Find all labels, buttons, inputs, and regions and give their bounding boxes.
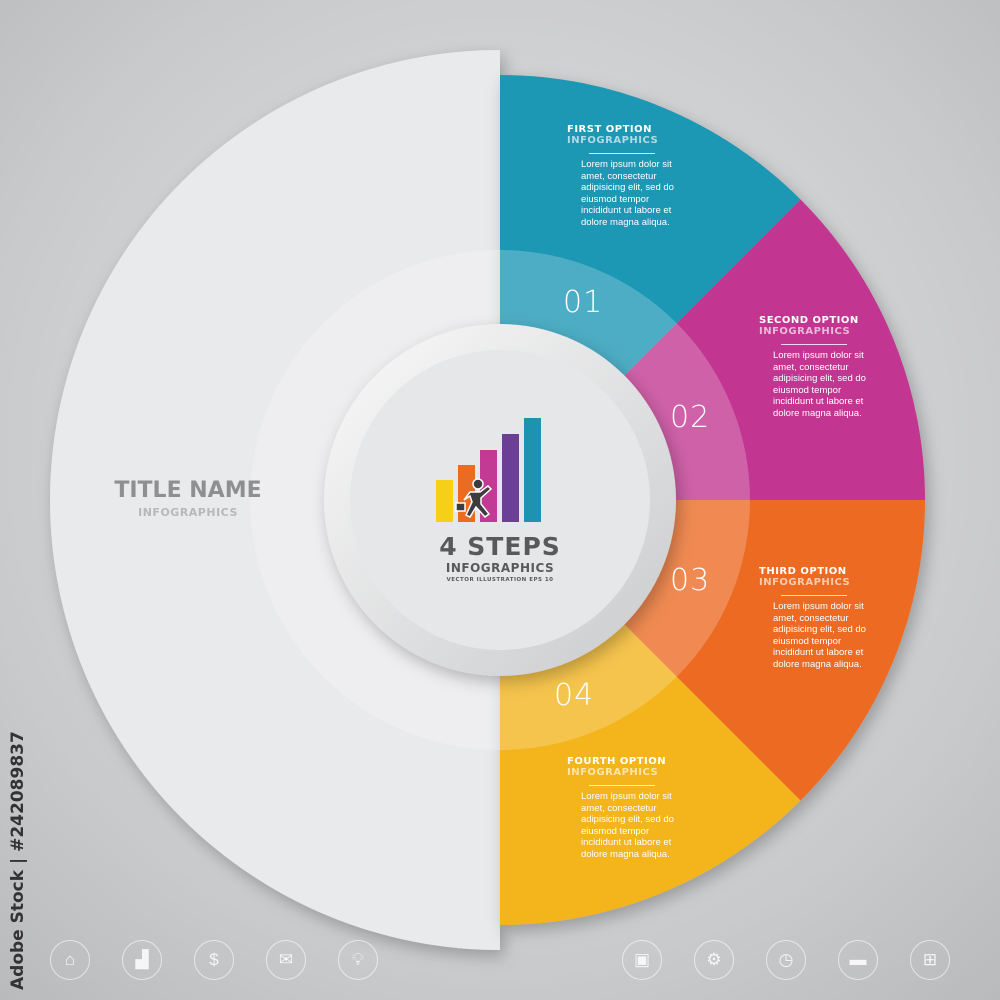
option-subtitle: INFOGRAPHICS bbox=[759, 326, 851, 337]
bar-4 bbox=[502, 434, 519, 522]
title-half-disc bbox=[50, 50, 500, 950]
chat-icon: ▬ bbox=[838, 940, 878, 980]
option-fourth: FOURTH OPTION INFOGRAPHICS Lorem ipsum d… bbox=[567, 756, 727, 861]
step-number-02: 02 bbox=[670, 400, 711, 435]
bar-5 bbox=[524, 418, 541, 522]
center-caption: VECTOR ILLUSTRATION EPS 10 bbox=[446, 577, 554, 583]
divider bbox=[781, 595, 847, 596]
option-third: THIRD OPTION INFOGRAPHICS Lorem ipsum do… bbox=[759, 566, 919, 671]
step-number-01: 01 bbox=[563, 285, 604, 320]
option-subtitle: INFOGRAPHICS bbox=[759, 577, 851, 588]
hierarchy-icon: ⊞ bbox=[910, 940, 950, 980]
gears-icon: ⚙ bbox=[694, 940, 734, 980]
home-icon: ⌂ bbox=[50, 940, 90, 980]
option-title: THIRD OPTION bbox=[759, 566, 847, 577]
step-number-03: 03 bbox=[670, 563, 711, 598]
divider bbox=[589, 153, 655, 154]
divider bbox=[781, 344, 847, 345]
option-first: FIRST OPTION INFOGRAPHICS Lorem ipsum do… bbox=[567, 124, 727, 229]
lightbulb-icon: 💡︎ bbox=[338, 940, 378, 980]
mail-icon: ✉ bbox=[266, 940, 306, 980]
divider bbox=[589, 785, 655, 786]
option-subtitle: INFOGRAPHICS bbox=[567, 767, 659, 778]
money-hand-icon: $ bbox=[194, 940, 234, 980]
title-subtitle: INFOGRAPHICS bbox=[138, 506, 238, 519]
running-businessman-icon bbox=[455, 478, 493, 519]
option-body: Lorem ipsum dolor sit amet, consectetur … bbox=[773, 601, 866, 670]
watermark: Adobe Stock | #242089837 bbox=[8, 731, 28, 990]
option-second: SECOND OPTION INFOGRAPHICS Lorem ipsum d… bbox=[759, 315, 919, 420]
option-subtitle: INFOGRAPHICS bbox=[567, 135, 659, 146]
option-body: Lorem ipsum dolor sit amet, consectetur … bbox=[581, 791, 674, 860]
option-title: FOURTH OPTION bbox=[567, 756, 667, 767]
title-name: TITLE NAME bbox=[114, 478, 262, 503]
step-number-04: 04 bbox=[554, 678, 595, 713]
option-title: FIRST OPTION bbox=[567, 124, 652, 135]
center-disc bbox=[350, 350, 650, 650]
center-heading: 4 STEPS bbox=[439, 532, 561, 561]
option-title: SECOND OPTION bbox=[759, 315, 859, 326]
bar-1 bbox=[436, 480, 453, 522]
clock-icon: ◷ bbox=[766, 940, 806, 980]
option-body: Lorem ipsum dolor sit amet, consectetur … bbox=[773, 350, 866, 419]
cash-icon: ▣ bbox=[622, 940, 662, 980]
center-subheading: INFOGRAPHICS bbox=[445, 561, 555, 575]
bar-chart-icon: ▟ bbox=[122, 940, 162, 980]
option-body: Lorem ipsum dolor sit amet, consectetur … bbox=[581, 159, 674, 228]
